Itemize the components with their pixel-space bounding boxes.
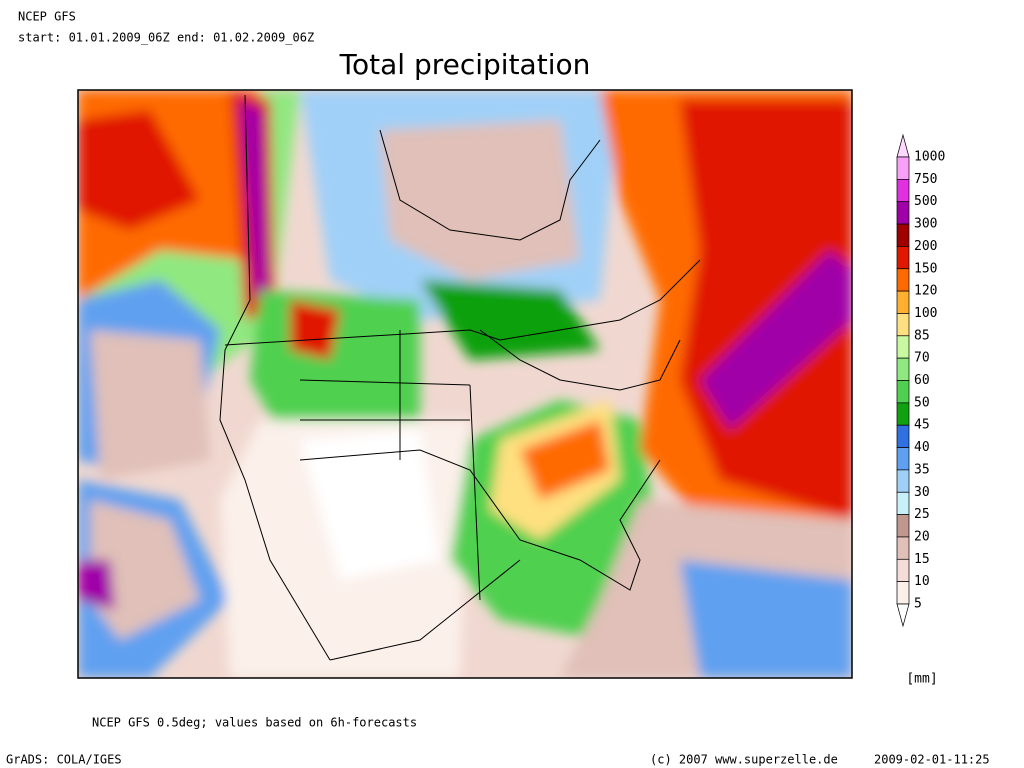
color-box: [896, 469, 910, 493]
color-box: [896, 357, 910, 381]
color-box: [896, 268, 910, 292]
color-legend: 1000 750 500 300 200 150 120 100 85 70 60 50 45 40 35 3…: [896, 133, 945, 628]
level-label: 40: [914, 440, 930, 455]
color-box: [896, 313, 910, 337]
color-box: [896, 536, 910, 560]
footer-note: NCEP GFS 0.5deg; values based on 6h-fore…: [92, 716, 417, 730]
color-box: [896, 179, 910, 203]
level-label: 150: [914, 261, 937, 276]
color-box: [896, 246, 910, 270]
color-box: [896, 424, 910, 448]
color-box: [896, 402, 910, 426]
level-label: 30: [914, 485, 930, 500]
level-label: 35: [914, 462, 930, 477]
level-label: 10: [914, 574, 930, 589]
color-box: [896, 290, 910, 314]
color-box: [896, 558, 910, 582]
period-label: start: 01.01.2009_06Z end: 01.02.2009_06…: [18, 31, 314, 45]
color-box: [896, 581, 910, 605]
level-label: 100: [914, 306, 937, 321]
level-label: 15: [914, 552, 930, 567]
map-title: Total precipitation: [339, 48, 591, 81]
map-frame: [77, 89, 853, 679]
level-label: 200: [914, 239, 937, 254]
level-label: 300: [914, 217, 937, 232]
color-arrow: [896, 133, 910, 158]
color-arrow: [896, 603, 910, 628]
boundaries: [219, 94, 701, 661]
color-box: [896, 491, 910, 515]
level-label: 45: [914, 418, 930, 433]
level-label: 60: [914, 373, 930, 388]
level-label: 120: [914, 284, 937, 299]
color-box: [896, 156, 910, 180]
level-label: 1000: [914, 150, 945, 165]
copyright-label: (c) 2007 www.superzelle.de: [650, 753, 838, 767]
unit-label: [mm]: [906, 672, 937, 687]
level-label: 500: [914, 194, 937, 209]
software-label: GrADS: COLA/IGES: [6, 753, 122, 767]
precipitation-map: [78, 90, 852, 678]
color-box: [896, 223, 910, 247]
timestamp-label: 2009-02-01-11:25: [874, 753, 990, 767]
color-box: [896, 201, 910, 225]
color-box: [896, 335, 910, 359]
color-box: [896, 514, 910, 538]
color-box: [896, 380, 910, 404]
level-label: 25: [914, 507, 930, 522]
level-label: 50: [914, 395, 930, 410]
color-box: [896, 447, 910, 471]
level-label: 85: [914, 328, 930, 343]
level-label: 70: [914, 351, 930, 366]
level-label: 5: [914, 597, 922, 612]
level-label: 750: [914, 172, 937, 187]
level-label: 20: [914, 529, 930, 544]
model-label: NCEP GFS: [18, 10, 76, 24]
